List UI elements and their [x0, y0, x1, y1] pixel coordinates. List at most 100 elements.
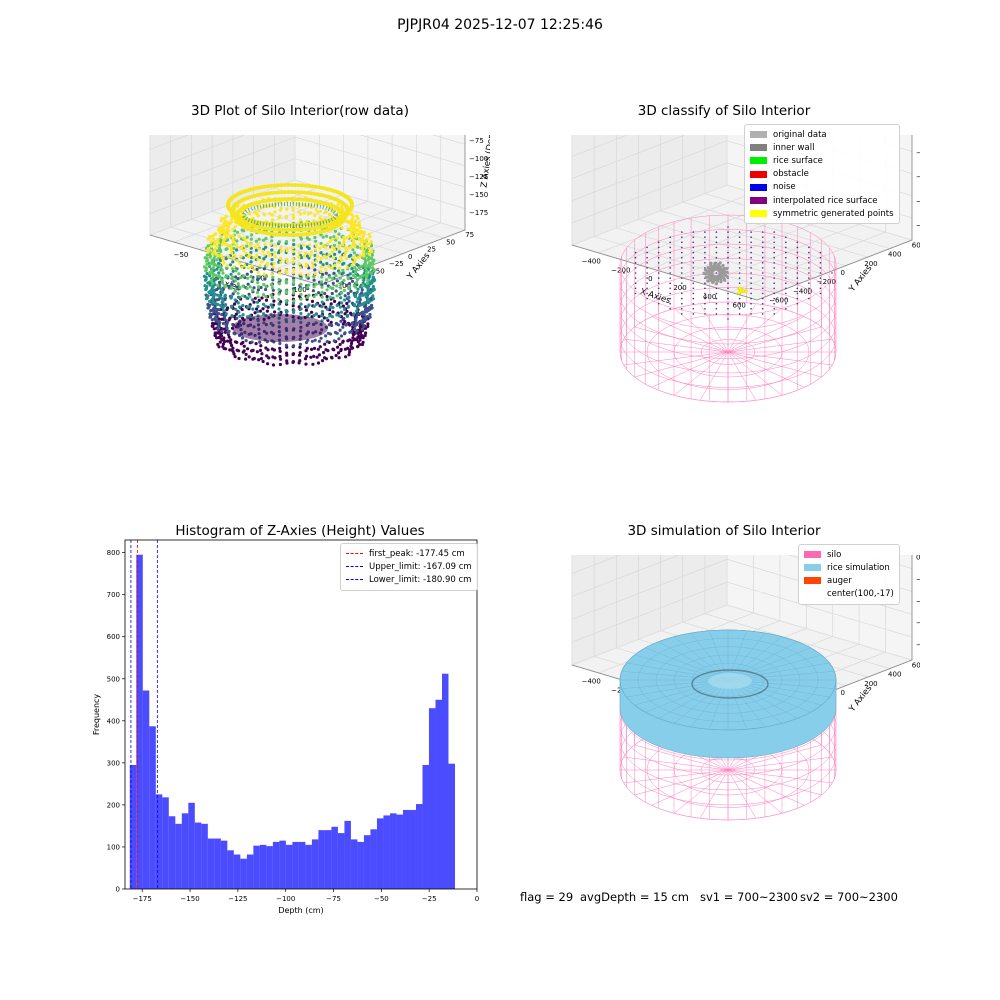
- data-point: [785, 297, 787, 300]
- data-point: [704, 297, 706, 300]
- data-point: [273, 254, 277, 258]
- y-tick-label: 600: [912, 241, 920, 249]
- data-point: [236, 301, 240, 305]
- data-point: [339, 319, 343, 323]
- data-point: [345, 265, 349, 269]
- data-point: [343, 298, 347, 302]
- data-point: [325, 234, 329, 238]
- data-point: [255, 291, 260, 295]
- data-point: [239, 276, 243, 280]
- data-point: [312, 285, 316, 289]
- data-point: [634, 292, 637, 295]
- sv1-text: sv1 = 700~2300: [700, 890, 798, 904]
- legend-swatch: [346, 566, 363, 568]
- data-point: [265, 184, 270, 189]
- data-point: [246, 282, 250, 286]
- data-point: [819, 287, 822, 290]
- data-point: [251, 278, 255, 282]
- data-point: [692, 272, 695, 274]
- data-point: [360, 240, 364, 244]
- data-point: [366, 288, 370, 292]
- data-point: [761, 287, 764, 290]
- data-point: [332, 243, 336, 247]
- data-point: [761, 313, 764, 315]
- y-tick-label: −25: [389, 260, 404, 268]
- data-point: [220, 287, 224, 291]
- data-point: [704, 246, 706, 249]
- data-point: [681, 302, 683, 305]
- figure-title: PJPJR04 2025-12-07 12:25:46: [397, 17, 603, 33]
- data-point: [314, 292, 318, 296]
- data-point: [247, 292, 251, 296]
- y-tick-label: 75: [465, 231, 474, 239]
- data-point: [292, 197, 297, 202]
- data-point: [220, 278, 224, 282]
- data-point: [315, 355, 319, 359]
- avg-depth-text: avgDepth = 15 cm: [580, 890, 689, 904]
- data-point: [348, 234, 352, 238]
- data-point: [704, 251, 706, 254]
- data-point: [260, 352, 264, 356]
- data-point: [796, 292, 799, 295]
- data-point: [313, 184, 318, 189]
- data-point: [634, 262, 637, 264]
- data-point: [225, 326, 229, 331]
- data-point: [210, 269, 214, 273]
- data-point: [273, 250, 277, 255]
- data-point: [291, 304, 295, 308]
- data-point: [211, 285, 215, 289]
- classify-legend: original data inner wall rice surface obsta…: [744, 124, 900, 225]
- legend-item: original data: [750, 128, 894, 141]
- data-point: [320, 310, 324, 314]
- data-point: [341, 304, 345, 308]
- data-point: [279, 256, 283, 260]
- data-point: [218, 228, 222, 232]
- data-point: [761, 236, 764, 238]
- data-point: [365, 291, 369, 295]
- data-point: [271, 355, 275, 359]
- data-point: [333, 299, 337, 303]
- data-point: [222, 216, 226, 221]
- data-point: [324, 267, 328, 271]
- data-point: [681, 272, 683, 274]
- z-tick-label: −100: [469, 155, 488, 163]
- data-point: [312, 304, 316, 308]
- data-point: [634, 267, 637, 269]
- histogram-bar: [389, 813, 397, 889]
- data-point: [361, 249, 366, 253]
- y-tick-label: 600: [912, 661, 920, 669]
- point-layer: [206, 215, 374, 277]
- data-point: [211, 266, 215, 270]
- data-point: [356, 340, 360, 344]
- data-point: [360, 334, 364, 338]
- data-point: [273, 310, 277, 314]
- data-point: [321, 235, 325, 239]
- data-point: [256, 214, 260, 218]
- data-point: [236, 282, 240, 286]
- data-point: [278, 362, 282, 367]
- histogram-bar: [272, 841, 280, 889]
- data-point: [270, 347, 274, 351]
- data-point: [307, 283, 311, 287]
- data-point: [317, 291, 321, 295]
- data-point: [256, 310, 260, 314]
- data-point: [291, 213, 295, 218]
- data-point: [761, 241, 764, 244]
- data-point: [332, 271, 336, 275]
- data-point: [705, 269, 709, 273]
- data-point: [808, 251, 810, 254]
- data-point: [256, 270, 260, 274]
- data-point: [246, 266, 251, 270]
- data-point: [303, 183, 308, 188]
- data-point: [369, 240, 373, 244]
- data-point: [214, 318, 218, 322]
- data-point: [239, 254, 243, 258]
- data-point: [361, 293, 365, 297]
- data-point: [337, 356, 341, 360]
- mesh-spoke: [645, 647, 729, 681]
- data-point: [329, 320, 333, 324]
- data-point: [312, 191, 317, 196]
- data-point: [262, 272, 266, 276]
- data-point: [717, 262, 721, 266]
- histogram-bar: [175, 823, 182, 889]
